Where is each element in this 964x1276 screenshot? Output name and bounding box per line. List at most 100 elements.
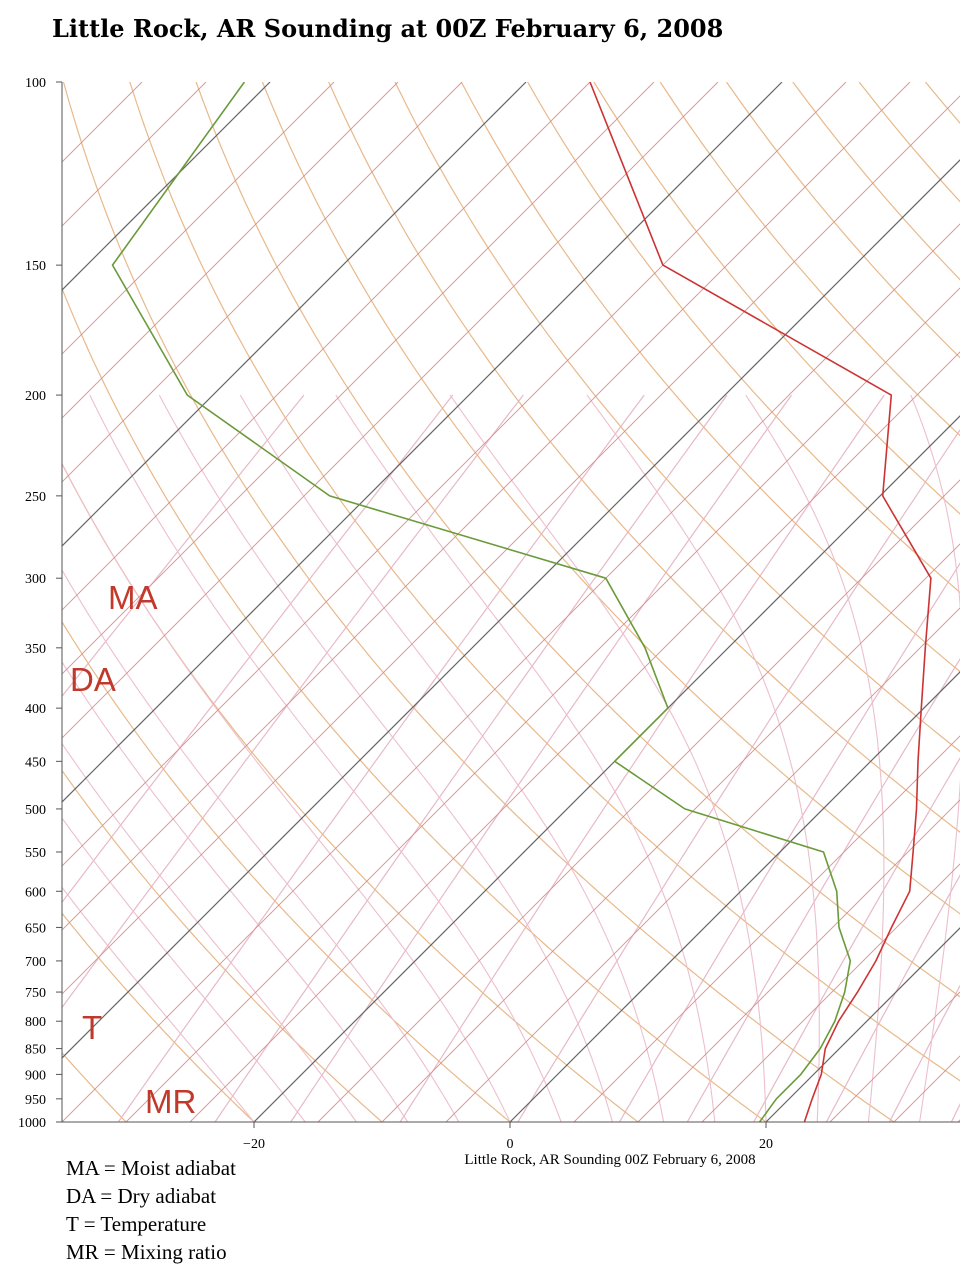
y-tick-label: 300 xyxy=(25,572,46,587)
mixing-ratio-line xyxy=(290,394,792,1122)
x-axis-label: Little Rock, AR Sounding 00Z February 6,… xyxy=(464,1152,755,1168)
y-tick-label: 100 xyxy=(25,76,46,91)
dry-adiabat-line xyxy=(328,82,960,833)
dry-adiabat-line xyxy=(62,286,767,1122)
y-tick-label: 500 xyxy=(25,803,46,818)
dry-adiabat-line xyxy=(195,82,960,998)
mixing-ratio-marker: MR xyxy=(145,1083,196,1120)
moist-adiabat-line xyxy=(158,394,613,1122)
legend-line-temperature: T = Temperature xyxy=(66,1212,207,1236)
isotherm-line xyxy=(125,287,960,1122)
dry-adiabat-line xyxy=(460,82,960,673)
temperature-marker: T xyxy=(82,1009,102,1046)
y-tick-label: 850 xyxy=(25,1043,46,1058)
mixing-ratio-line xyxy=(117,394,645,1122)
moist-adiabat-line xyxy=(62,886,255,1122)
y-tick-label: 800 xyxy=(25,1015,46,1030)
isotherm-line xyxy=(445,607,960,1122)
isotherm-line xyxy=(62,82,463,483)
moist-adiabat-line xyxy=(89,394,562,1122)
dry-adiabat-line xyxy=(62,769,383,1122)
isotherm-line xyxy=(62,82,335,355)
mixing-ratio-line xyxy=(517,428,960,1122)
isotherm-major-line xyxy=(62,159,960,1059)
y-tick-label: 400 xyxy=(25,702,46,717)
dewpoint-trace xyxy=(111,82,852,1122)
moist-adiabat-line xyxy=(449,394,767,1122)
dry-adiabat-line xyxy=(62,82,895,1122)
isotherm-line xyxy=(189,351,960,1122)
y-tick-label: 250 xyxy=(25,490,46,505)
legend-line-dry-adiabat: DA = Dry adiabat xyxy=(66,1184,217,1208)
isotherm-line xyxy=(62,82,399,419)
isotherm-line xyxy=(62,95,960,995)
dry-adiabat-line xyxy=(62,620,511,1122)
isotherm-line xyxy=(317,479,960,1122)
isotherm-line xyxy=(62,82,847,867)
isotherm-major-line xyxy=(62,82,783,803)
y-tick-label: 900 xyxy=(25,1068,46,1083)
x-tick-label: 20 xyxy=(759,1137,773,1152)
moist-adiabat-line xyxy=(586,394,820,1122)
chart-title: Little Rock, AR Sounding at 00Z February… xyxy=(52,14,724,43)
x-tick-label: 0 xyxy=(507,1137,514,1152)
y-tick-label: 550 xyxy=(25,846,46,861)
y-tick-label: 350 xyxy=(25,642,46,657)
y-tick-label: 700 xyxy=(25,955,46,970)
y-tick-label: 950 xyxy=(25,1093,46,1108)
dry-adiabat-line xyxy=(129,82,960,1082)
moist-adiabat-line xyxy=(910,394,960,1122)
isotherm-line xyxy=(62,82,655,675)
isotherm-line xyxy=(62,82,911,931)
moist-adiabat-line xyxy=(62,462,511,1122)
isotherm-major-line xyxy=(509,671,960,1122)
sounding-traces xyxy=(111,82,932,1122)
background-grid xyxy=(0,82,960,1122)
mixing-ratio-line xyxy=(62,394,454,904)
moist-adiabat-line xyxy=(62,660,409,1122)
isotherm-major-line xyxy=(765,927,960,1122)
isotherm-line xyxy=(957,1119,960,1122)
moist-adiabat-line xyxy=(62,817,306,1122)
x-tick-label: −20 xyxy=(243,1137,265,1152)
legend-line-moist-adiabat: MA = Moist adiabat xyxy=(66,1156,236,1180)
dry-adiabat-marker: DA xyxy=(70,661,116,698)
plot-frame xyxy=(61,82,960,1123)
y-tick-label: 750 xyxy=(25,986,46,1001)
moist-adiabat-line xyxy=(335,394,716,1122)
mixing-ratio-line xyxy=(62,394,524,1009)
overlay-labels: MA DA T MR xyxy=(70,579,196,1120)
isotherm-line xyxy=(637,799,960,1122)
mixing-ratio-line xyxy=(950,1103,960,1122)
isotherm-line xyxy=(573,735,960,1122)
isotherm-major-line xyxy=(62,82,271,291)
isotherm-line xyxy=(381,543,960,1122)
dry-adiabat-line xyxy=(659,82,960,437)
y-tick-label: 200 xyxy=(25,389,46,404)
isotherm-major-line xyxy=(0,82,14,1122)
mixing-ratio-line xyxy=(214,394,728,1122)
mixing-ratio-line xyxy=(686,657,960,1122)
moist-adiabat-line xyxy=(745,394,885,1122)
mixing-ratio-line xyxy=(753,757,960,1122)
temperature-trace xyxy=(589,82,932,1122)
axes: 1001502002503003504004505005506006507007… xyxy=(18,76,773,1168)
dry-adiabat-line xyxy=(62,912,255,1122)
moist-adiabat-line xyxy=(62,742,357,1122)
moist-adiabat-line xyxy=(239,394,665,1122)
moist-adiabat-marker: MA xyxy=(108,579,158,616)
y-tick-label: 1000 xyxy=(18,1116,46,1131)
isotherm-line xyxy=(62,82,719,739)
mixing-ratio-line xyxy=(62,394,305,698)
legend-line-mixing-ratio: MR = Mixing ratio xyxy=(66,1240,227,1264)
moist-adiabat-line xyxy=(62,568,460,1122)
legend: MA = Moist adiabat DA = Dry adiabat T = … xyxy=(66,1154,236,1266)
mixing-ratio-line xyxy=(825,874,960,1122)
dry-adiabat-line xyxy=(394,82,960,753)
dry-adiabat-line xyxy=(593,82,960,515)
mixing-ratio-line xyxy=(888,984,960,1122)
y-tick-label: 150 xyxy=(25,259,46,274)
dry-adiabat-line xyxy=(527,82,960,594)
isotherm-line xyxy=(62,82,591,611)
